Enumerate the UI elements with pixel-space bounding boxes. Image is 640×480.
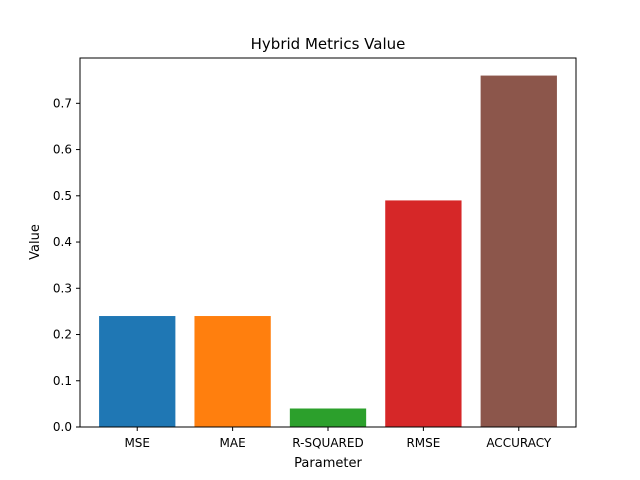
bars-group <box>99 75 557 428</box>
y-tick-label: 0.2 <box>53 328 72 342</box>
x-tick-label: MSE <box>124 436 150 450</box>
y-tick-label: 0.5 <box>53 189 72 203</box>
bar-mse <box>99 316 176 427</box>
x-tick-label: ACCURACY <box>486 436 552 450</box>
x-tick-label: R-SQUARED <box>292 436 363 450</box>
y-tick-label: 0.7 <box>53 96 72 110</box>
y-tick-label: 0.4 <box>53 235 72 249</box>
bar-accuracy <box>480 75 557 428</box>
x-tick-label: MAE <box>220 436 246 450</box>
bar-mae <box>194 316 271 427</box>
chart-title: Hybrid Metrics Value <box>251 35 406 53</box>
y-axis: 0.0 0.1 0.2 0.3 0.4 0.5 0.6 0.7 <box>53 96 80 434</box>
y-tick-label: 0.1 <box>53 374 72 388</box>
x-axis-label: Parameter <box>294 456 362 471</box>
y-axis-label: Value <box>28 224 43 260</box>
bar-r-squared <box>289 408 367 427</box>
y-tick-label: 0.3 <box>53 281 72 295</box>
bar-rmse <box>385 200 462 427</box>
x-tick-label: RMSE <box>406 436 440 450</box>
y-tick-label: 0.0 <box>53 420 72 434</box>
y-tick-label: 0.6 <box>53 143 72 157</box>
x-axis: MSE MAE R-SQUARED RMSE ACCURACY <box>124 427 552 450</box>
